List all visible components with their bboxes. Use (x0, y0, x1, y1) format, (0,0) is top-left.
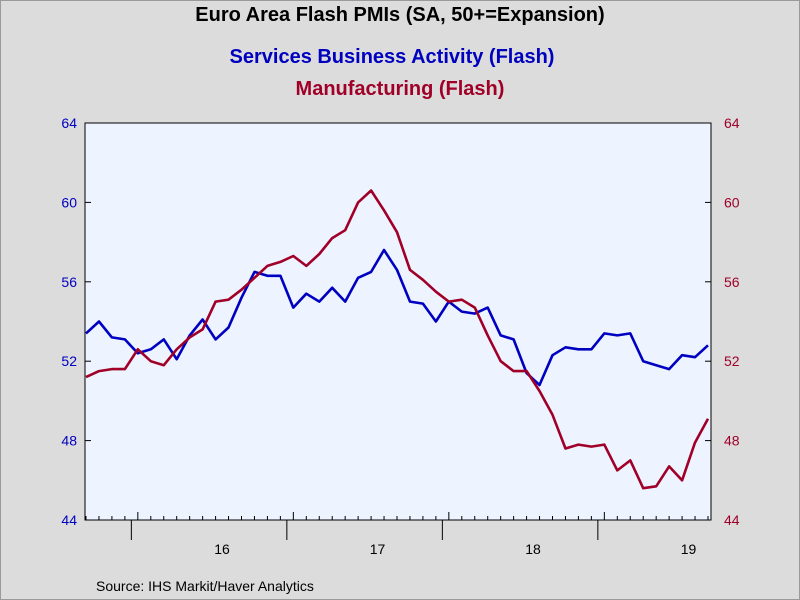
left-tick-label: 56 (61, 274, 77, 290)
right-tick-label: 44 (724, 512, 740, 528)
series-layer (85, 189, 710, 490)
chart-title: Euro Area Flash PMIs (SA, 50+=Expansion) (195, 4, 604, 26)
x-tick-label: 17 (370, 541, 386, 557)
right-tick-label: 52 (724, 353, 740, 369)
left-tick-label: 44 (61, 512, 77, 528)
x-tick-label: 18 (525, 541, 541, 557)
left-axis: 44 48 52 56 60 64 (61, 115, 91, 528)
source-note: Source: IHS Markit/Haver Analytics (96, 578, 314, 594)
x-axis: 16 17 18 19 (85, 512, 709, 557)
plot-area (84, 122, 712, 521)
right-tick-label: 64 (724, 115, 740, 131)
right-tick-label: 60 (724, 194, 740, 210)
right-tick-label: 48 (724, 433, 740, 449)
series-line-services (85, 248, 709, 387)
left-tick-label: 60 (61, 194, 77, 210)
right-axis: 44 48 52 56 60 64 (705, 115, 740, 528)
series-line-manufacturing (85, 189, 710, 490)
left-tick-label: 48 (61, 433, 77, 449)
x-tick-label: 16 (214, 541, 230, 557)
x-tick-label: 19 (681, 541, 697, 557)
left-tick-label: 64 (61, 115, 77, 131)
legend-manufacturing: Manufacturing (Flash) (296, 78, 505, 100)
left-tick-label: 52 (61, 353, 77, 369)
right-tick-label: 56 (724, 274, 740, 290)
legend-services: Services Business Activity (Flash) (230, 46, 555, 68)
